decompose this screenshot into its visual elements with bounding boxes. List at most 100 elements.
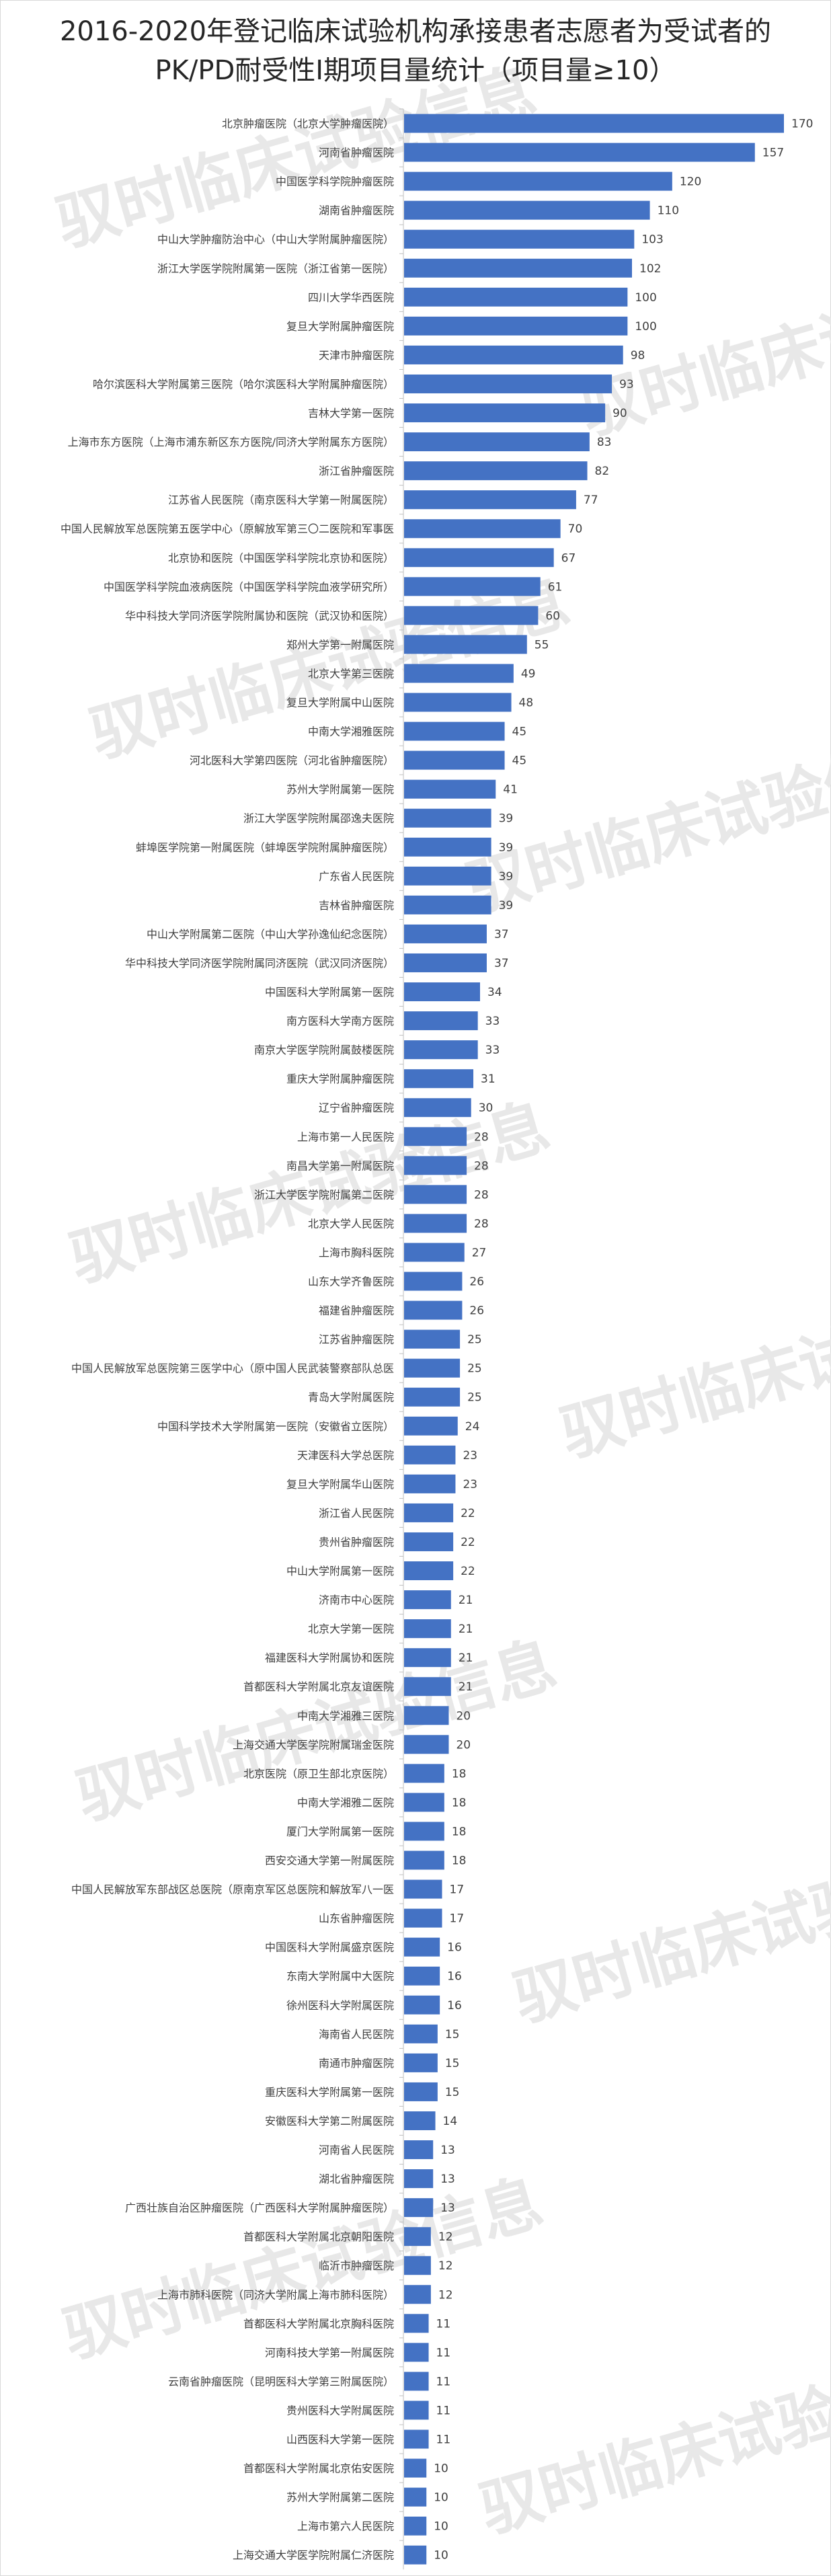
category-label: 河南省肿瘤医院: [319, 147, 394, 159]
category-label: 南昌大学第一附属医院: [286, 1159, 394, 1172]
bar: [404, 1127, 467, 1146]
bar: [404, 1445, 456, 1465]
data-label: 11: [436, 2375, 451, 2388]
data-label: 16: [447, 1970, 462, 1984]
data-label: 16: [447, 1941, 462, 1955]
bar: [404, 2401, 429, 2420]
category-label: 东南大学附属中大医院: [286, 1970, 394, 1983]
category-label: 河南科技大学第一附属医院: [265, 2346, 394, 2359]
category-label: 上海市第一人民医院: [297, 1130, 394, 1143]
data-label: 26: [469, 1276, 484, 1289]
bar: [404, 2169, 434, 2189]
category-label: 江苏省人民医院（南京医科大学第一附属医院）: [168, 494, 394, 506]
category-label: 广东省人民医院: [319, 870, 394, 883]
category-label: 中国人民解放军东部战区总医院（原南京军区总医院和解放军八一医: [71, 1883, 394, 1896]
bar: [404, 664, 514, 683]
bar: [404, 1040, 478, 1060]
category-label: 苏州大学附属第二医院: [286, 2491, 394, 2504]
bar: [404, 2372, 429, 2391]
data-label: 11: [436, 2346, 451, 2359]
bar: [404, 1387, 461, 1407]
category-label: 福建省肿瘤医院: [319, 1304, 394, 1317]
data-label: 30: [479, 1101, 493, 1115]
bar: [404, 1416, 458, 1436]
category-label: 蚌埠医学院第一附属医院（蚌埠医学院附属肿瘤医院）: [136, 841, 394, 854]
category-label: 复旦大学附属肿瘤医院: [286, 320, 394, 333]
bar: [404, 1069, 474, 1089]
bar: [404, 2458, 427, 2478]
bar: [404, 1300, 463, 1320]
bar: [404, 1474, 456, 1493]
bar: [404, 1706, 449, 1725]
data-label: 11: [436, 2317, 451, 2331]
bar: [404, 1532, 454, 1551]
data-label: 10: [434, 2462, 448, 2476]
data-label: 37: [494, 928, 509, 941]
bar: [404, 1011, 478, 1031]
bar: [404, 1561, 454, 1581]
data-label: 18: [452, 1767, 467, 1781]
bar: [404, 2545, 427, 2565]
bar: [404, 2285, 431, 2304]
data-label: 93: [619, 378, 634, 391]
data-label: 21: [459, 1623, 473, 1636]
data-label: 39: [499, 841, 514, 855]
category-label: 哈尔滨医科大学附属第三医院（哈尔滨医科大学附属肿瘤医院）: [93, 378, 394, 391]
category-label: 上海市肺科医院（同济大学附属上海市肺科医院）: [157, 2288, 394, 2301]
bar: [404, 229, 635, 249]
bar: [404, 2227, 431, 2247]
data-label: 21: [459, 1594, 473, 1607]
bar: [404, 1503, 454, 1522]
bar: [404, 1329, 461, 1349]
data-label: 15: [445, 2028, 460, 2041]
data-label: 23: [463, 1449, 477, 1462]
bar: [404, 1590, 451, 1610]
category-label: 上海市第六人民医院: [297, 2520, 394, 2533]
data-label: 18: [452, 1825, 467, 1838]
bar: [404, 1850, 444, 1870]
data-label: 28: [474, 1217, 489, 1231]
data-label: 100: [635, 320, 656, 334]
bar: [404, 2256, 431, 2275]
category-label: 北京大学第三医院: [308, 667, 394, 680]
category-label: 广西壮族自治区肿瘤医院（广西医科大学附属肿瘤医院）: [125, 2201, 394, 2214]
data-label: 37: [494, 957, 509, 970]
bar: [404, 143, 755, 162]
category-label: 南京大学医学院附属鼓楼医院: [254, 1044, 394, 1056]
data-label: 103: [641, 233, 663, 247]
category-label: 厦门大学附属第一医院: [286, 1825, 394, 1838]
data-label: 170: [791, 118, 813, 131]
chart-title-line-2: PK/PD耐受性I期项目量统计（项目量≥10）: [155, 55, 676, 86]
category-label: 重庆大学附属肿瘤医院: [286, 1072, 394, 1085]
bar: [404, 808, 491, 828]
data-label: 25: [467, 1362, 482, 1376]
data-label: 55: [535, 638, 549, 652]
data-label: 10: [434, 2491, 448, 2505]
data-label: 39: [499, 870, 514, 884]
category-label: 西安交通大学第一附属医院: [265, 1855, 394, 1867]
bar: [404, 2487, 427, 2507]
category-label: 徐州医科大学附属医院: [286, 1999, 394, 2012]
category-label: 济南市中心医院: [319, 1594, 394, 1606]
category-label: 四川大学华西医院: [308, 291, 394, 304]
category-label: 江苏省肿瘤医院: [319, 1333, 394, 1346]
bar: [404, 2516, 427, 2536]
bar: [404, 924, 487, 943]
data-label: 16: [447, 1999, 462, 2013]
bar: [404, 287, 628, 307]
category-label: 山西医科大学第一医院: [286, 2433, 394, 2446]
bar: [404, 548, 554, 568]
category-label: 北京医院（原卫生部北京医院）: [243, 1767, 394, 1780]
bar: [404, 721, 505, 741]
category-label: 浙江大学医学院附属第二医院: [254, 1188, 394, 1201]
data-label: 13: [440, 2144, 455, 2157]
category-label: 浙江省肿瘤医院: [319, 465, 394, 477]
bar: [404, 316, 628, 336]
data-label: 21: [459, 1651, 473, 1665]
bar: [404, 1995, 440, 2015]
category-label: 贵州医科大学附属医院: [286, 2404, 394, 2417]
data-label: 25: [467, 1333, 482, 1347]
category-label: 中山大学肿瘤防治中心（中山大学附属肿瘤医院）: [157, 233, 394, 246]
data-label: 90: [612, 407, 627, 420]
